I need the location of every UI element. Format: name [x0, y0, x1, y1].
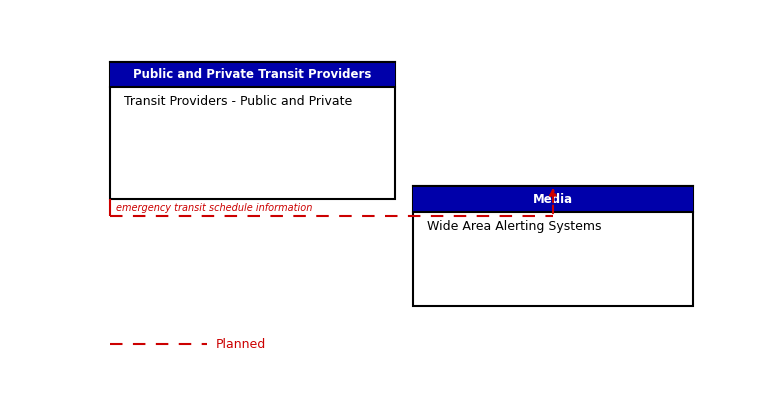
Bar — [413, 186, 693, 212]
Text: emergency transit schedule information: emergency transit schedule information — [116, 203, 312, 213]
Bar — [413, 186, 693, 307]
Text: Wide Area Alerting Systems: Wide Area Alerting Systems — [428, 220, 602, 233]
Bar — [110, 62, 395, 87]
Text: Planned: Planned — [216, 338, 266, 351]
Text: Transit Providers - Public and Private: Transit Providers - Public and Private — [124, 95, 352, 108]
Text: Media: Media — [533, 193, 573, 206]
Bar — [110, 62, 395, 199]
Text: Public and Private Transit Providers: Public and Private Transit Providers — [133, 68, 372, 81]
